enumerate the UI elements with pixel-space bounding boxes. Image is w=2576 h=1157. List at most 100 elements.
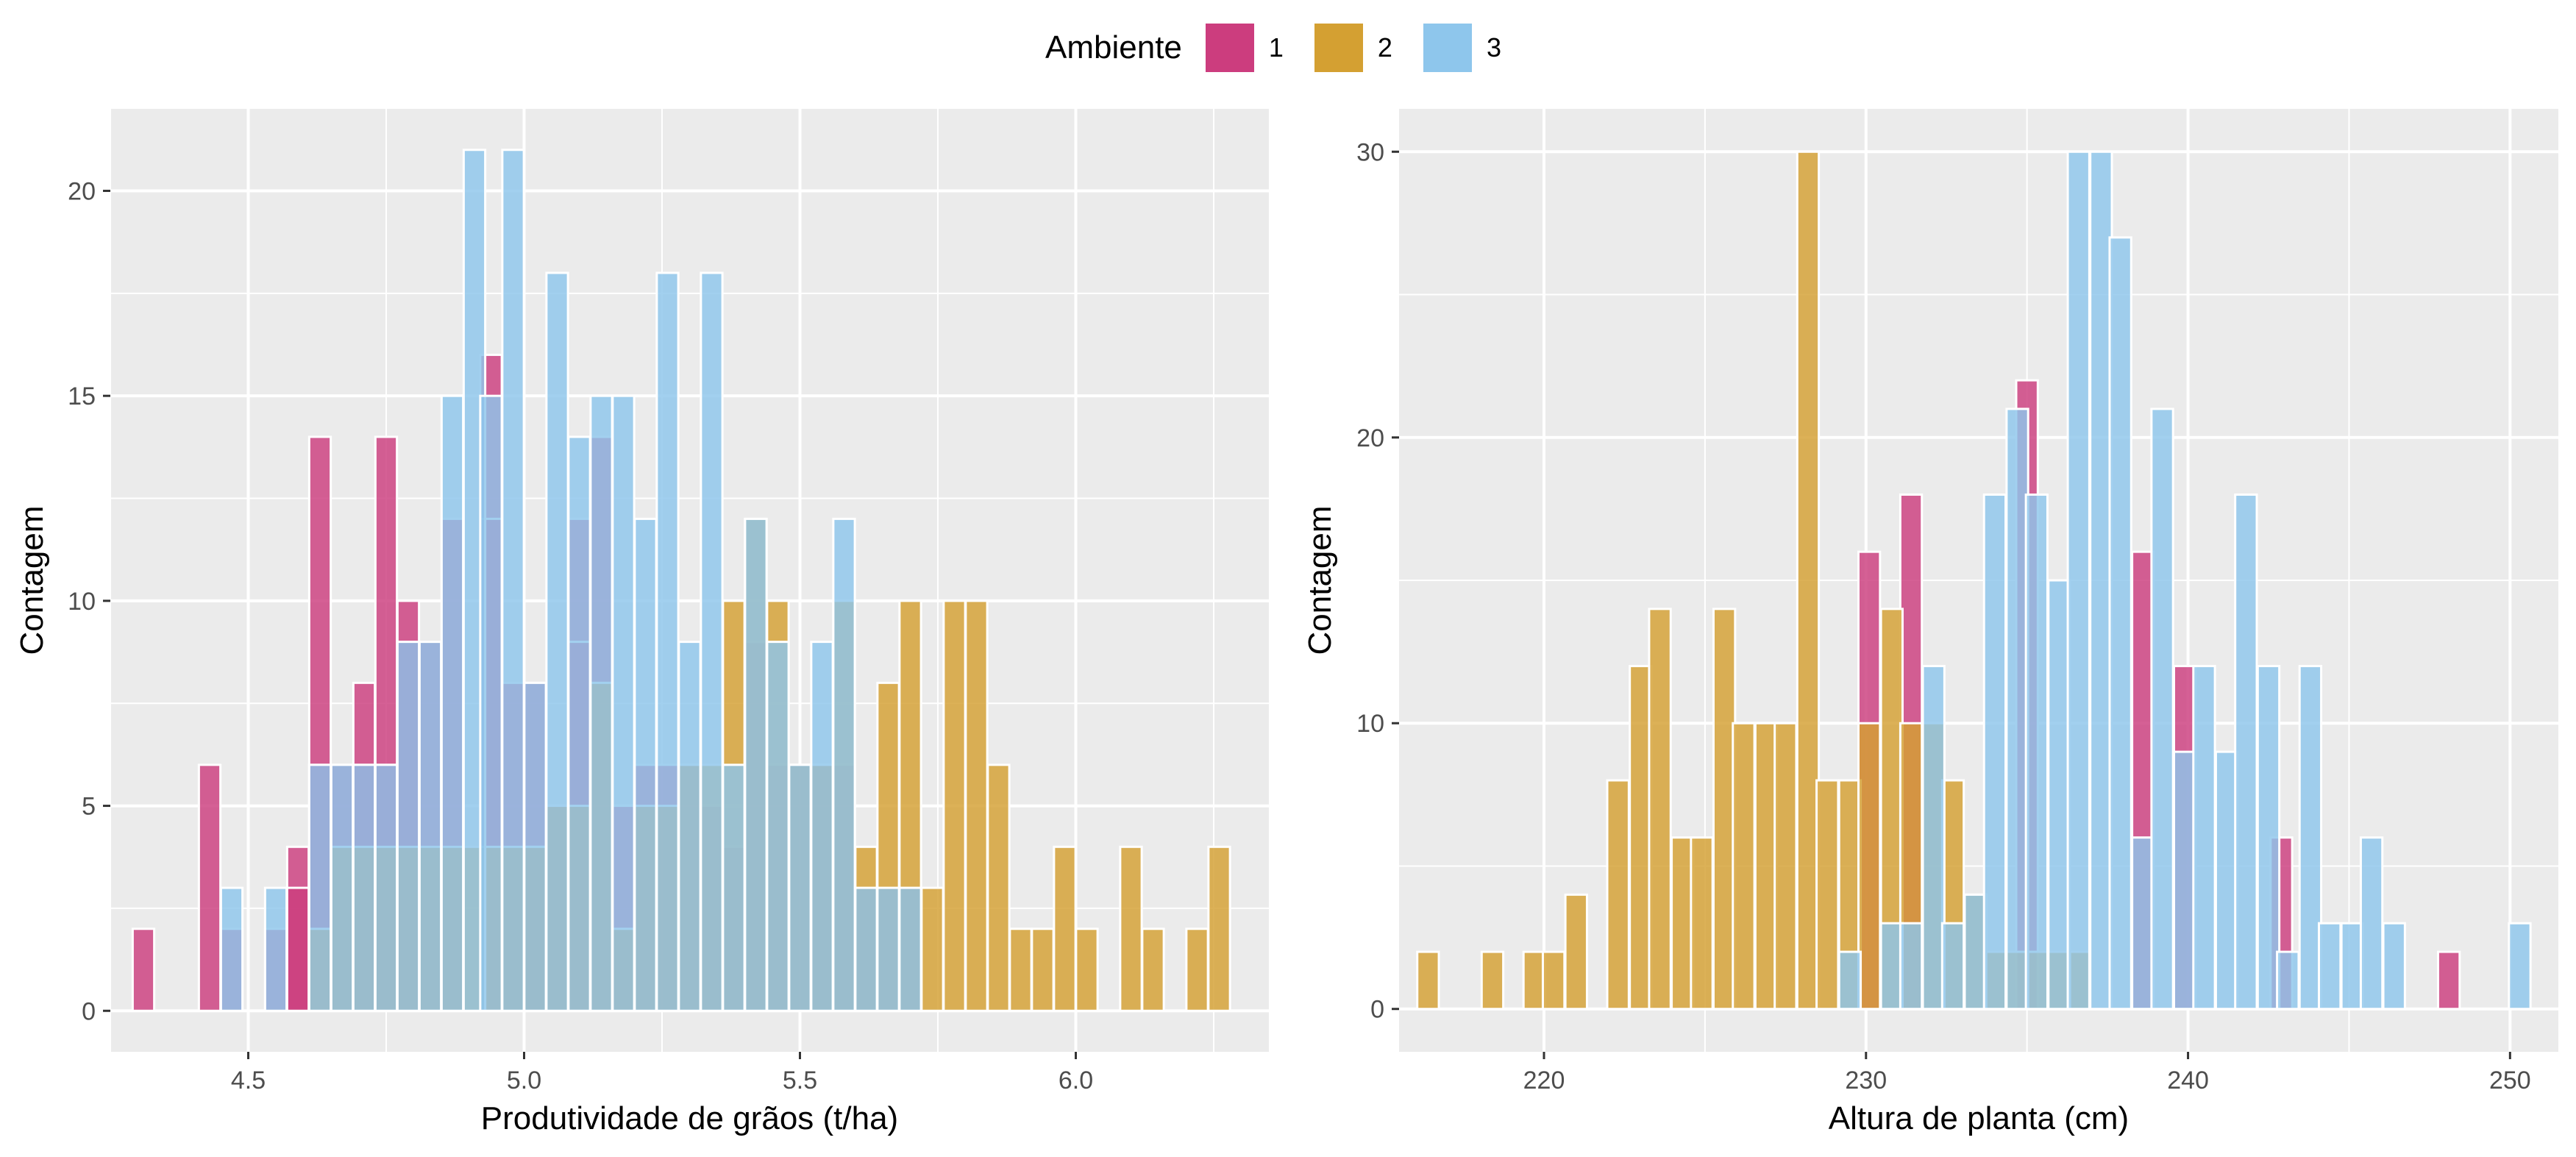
- bar: [722, 763, 746, 1012]
- x-axis-title: Altura de planta (cm): [1829, 1100, 2129, 1136]
- legend-title: Ambiente: [1045, 29, 1182, 65]
- bar: [479, 394, 503, 1012]
- bar: [2234, 493, 2258, 1011]
- bar: [832, 517, 856, 1012]
- bar: [263, 886, 288, 1012]
- bar: [766, 641, 790, 1012]
- bar: [2508, 922, 2532, 1011]
- legend-item-1: 1: [1203, 22, 1284, 74]
- bar: [1031, 928, 1055, 1012]
- bar: [1185, 928, 1209, 1012]
- bar: [986, 763, 1011, 1012]
- bar: [2005, 407, 2029, 1011]
- bar: [285, 886, 310, 1012]
- bar: [1008, 928, 1033, 1012]
- bar: [2318, 922, 2342, 1011]
- bar: [330, 763, 355, 1012]
- bar: [440, 394, 465, 1012]
- x-tick-label: 220: [1523, 1067, 1565, 1094]
- bar: [788, 763, 812, 1012]
- bar: [700, 271, 724, 1012]
- bar: [1480, 950, 1505, 1011]
- bar: [352, 763, 377, 1012]
- bar: [920, 886, 944, 1012]
- bar: [2131, 836, 2155, 1011]
- bar: [810, 641, 834, 1012]
- bar: [2066, 150, 2091, 1011]
- bar: [1606, 779, 1630, 1011]
- bar: [589, 394, 613, 1012]
- bar: [1629, 665, 1653, 1011]
- y-tick-label: 15: [68, 382, 96, 410]
- bar: [1732, 722, 1756, 1011]
- bar: [1837, 950, 1862, 1011]
- y-tick-label: 20: [1356, 424, 1384, 452]
- legend-key-3: [1421, 22, 1473, 74]
- bar: [523, 681, 547, 1012]
- y-tick-label: 0: [82, 997, 96, 1025]
- bar: [501, 149, 525, 1012]
- y-tick-label: 30: [1356, 138, 1384, 166]
- bar: [1141, 928, 1165, 1012]
- x-axis-title: Produtividade de grãos (t/ha): [481, 1100, 898, 1136]
- x-tick-label: 6.0: [1058, 1067, 1093, 1094]
- y-tick-label: 0: [1370, 996, 1384, 1024]
- bar: [1690, 836, 1714, 1011]
- bar: [2359, 836, 2384, 1011]
- legend-label-3: 3: [1486, 32, 1501, 63]
- bar: [1982, 493, 2007, 1011]
- bar: [2256, 665, 2281, 1011]
- bar: [1754, 722, 1779, 1011]
- bar: [1921, 665, 1946, 1011]
- bar: [1119, 845, 1143, 1012]
- bar: [898, 886, 922, 1012]
- bar: [1815, 779, 1840, 1011]
- series-3: [219, 149, 922, 1012]
- bar: [219, 886, 244, 1012]
- legend-key-1: [1203, 22, 1256, 74]
- bar: [197, 763, 222, 1012]
- bar: [2024, 493, 2049, 1011]
- bar: [545, 271, 569, 1012]
- chart-produtividade: 0 5 10 15 20 4.5 5.0 5.5 6.0 Produtividade de grã…: [14, 109, 1269, 1136]
- bar: [2382, 922, 2406, 1011]
- bar: [2173, 750, 2197, 1011]
- bar: [1899, 922, 1924, 1011]
- bar: [567, 435, 591, 1012]
- bar: [655, 271, 680, 1012]
- bar: [2436, 950, 2461, 1011]
- x-tick-label: 5.0: [507, 1067, 541, 1094]
- bar: [131, 928, 156, 1012]
- x-tick-label: 240: [2167, 1067, 2209, 1094]
- bar: [677, 641, 702, 1012]
- legend: Ambiente 1 2 3: [0, 15, 2576, 81]
- x-tick-label: 4.5: [231, 1067, 266, 1094]
- bar: [2150, 407, 2174, 1011]
- bar: [374, 763, 399, 1012]
- legend-item-3: 3: [1421, 22, 1501, 74]
- bar: [1648, 608, 1672, 1011]
- bar: [1416, 950, 1440, 1011]
- bar: [633, 517, 658, 1012]
- bar: [1075, 928, 1099, 1012]
- legend-key-2: [1312, 22, 1365, 74]
- legend-item-2: 2: [1312, 22, 1392, 74]
- bar: [1773, 722, 1798, 1011]
- legend-label-1: 1: [1268, 32, 1284, 63]
- bar: [418, 641, 443, 1012]
- bar: [2340, 922, 2364, 1011]
- bar: [396, 641, 421, 1012]
- x-tick-label: 250: [2489, 1067, 2531, 1094]
- bar: [1207, 845, 1231, 1012]
- y-tick-label: 10: [1356, 710, 1384, 738]
- bar: [2298, 665, 2323, 1011]
- bar: [2276, 950, 2300, 1011]
- bar: [854, 886, 878, 1012]
- legend-label-2: 2: [1377, 32, 1392, 63]
- bar: [744, 517, 768, 1012]
- y-tick-label: 20: [68, 177, 96, 205]
- bar: [876, 886, 900, 1012]
- series-3: [1837, 150, 2532, 1011]
- y-tick-label: 10: [68, 588, 96, 616]
- y-axis-title: Contagem: [1302, 505, 1338, 655]
